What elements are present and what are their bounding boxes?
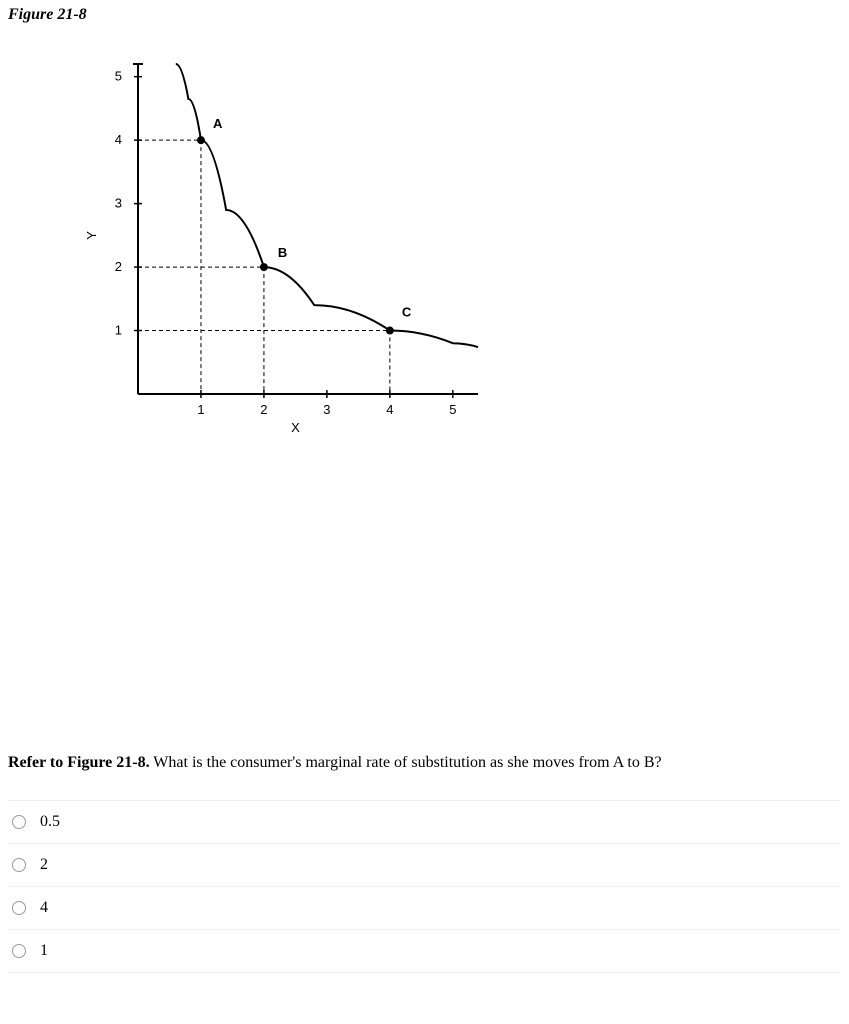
- radio-icon[interactable]: [12, 815, 26, 829]
- svg-text:3: 3: [115, 196, 122, 211]
- indifference-curve-chart: 1 2 3 4 5 1 2 3 4 5 X Y A B C: [78, 54, 498, 474]
- svg-text:A: A: [213, 116, 223, 131]
- svg-text:2: 2: [115, 259, 122, 274]
- svg-text:3: 3: [323, 402, 330, 417]
- svg-text:C: C: [402, 305, 412, 320]
- question-body: What is the consumer's marginal rate of …: [150, 754, 662, 771]
- option-label: 0.5: [40, 813, 60, 831]
- radio-icon[interactable]: [12, 858, 26, 872]
- option-label: 4: [40, 899, 48, 917]
- svg-text:1: 1: [115, 323, 122, 338]
- svg-text:1: 1: [197, 402, 204, 417]
- radio-icon[interactable]: [12, 901, 26, 915]
- option-label: 2: [40, 856, 48, 874]
- svg-text:4: 4: [386, 402, 393, 417]
- svg-text:2: 2: [260, 402, 267, 417]
- option-row[interactable]: 0.5: [8, 800, 841, 844]
- svg-text:5: 5: [449, 402, 456, 417]
- svg-text:Y: Y: [84, 231, 99, 240]
- answer-options: 0.5 2 4 1: [8, 800, 841, 973]
- question-prefix: Refer to Figure 21-8.: [8, 754, 150, 771]
- option-row[interactable]: 1: [8, 930, 841, 973]
- option-row[interactable]: 2: [8, 844, 841, 887]
- svg-text:X: X: [291, 420, 300, 435]
- radio-icon[interactable]: [12, 944, 26, 958]
- svg-text:5: 5: [115, 69, 122, 84]
- chart-container: 1 2 3 4 5 1 2 3 4 5 X Y A B C: [78, 54, 841, 474]
- figure-title: Figure 21-8: [8, 6, 841, 24]
- svg-text:B: B: [278, 245, 287, 260]
- option-label: 1: [40, 942, 48, 960]
- svg-text:4: 4: [115, 132, 122, 147]
- question-text: Refer to Figure 21-8. What is the consum…: [8, 754, 841, 772]
- option-row[interactable]: 4: [8, 887, 841, 930]
